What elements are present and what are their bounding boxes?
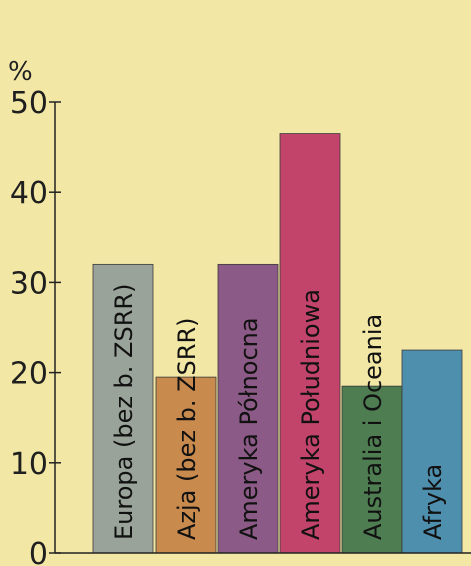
bars-group: Europa (bez b. ZSRR) Azja (bez b. ZSRR) Am… [92, 133, 463, 554]
bar-5 [341, 385, 403, 554]
y-tick-label: 50 [10, 86, 48, 121]
category-label: Europa (bez b. ZSRR) [110, 284, 138, 540]
category-label: Ameryka Południowa [297, 289, 325, 540]
category-label: Ameryka Północna [235, 317, 263, 540]
y-axis: 0 10 20 30 40 50 [10, 86, 61, 566]
bar-6 [401, 349, 463, 554]
bar-2 [155, 376, 217, 554]
y-tick-label: 0 [29, 537, 48, 566]
y-axis-unit-label: % [8, 57, 33, 87]
category-label: Australia i Oceania [359, 314, 387, 540]
y-tick-label: 10 [10, 447, 48, 482]
y-tick-label: 20 [10, 357, 48, 392]
y-tick-label: 30 [10, 266, 48, 301]
y-tick-label: 40 [10, 176, 48, 211]
category-label: Azja (bez b. ZSRR) [173, 318, 201, 541]
bar-3 [217, 263, 279, 554]
category-label: Afryka [419, 464, 447, 540]
bar-4 [279, 133, 341, 554]
